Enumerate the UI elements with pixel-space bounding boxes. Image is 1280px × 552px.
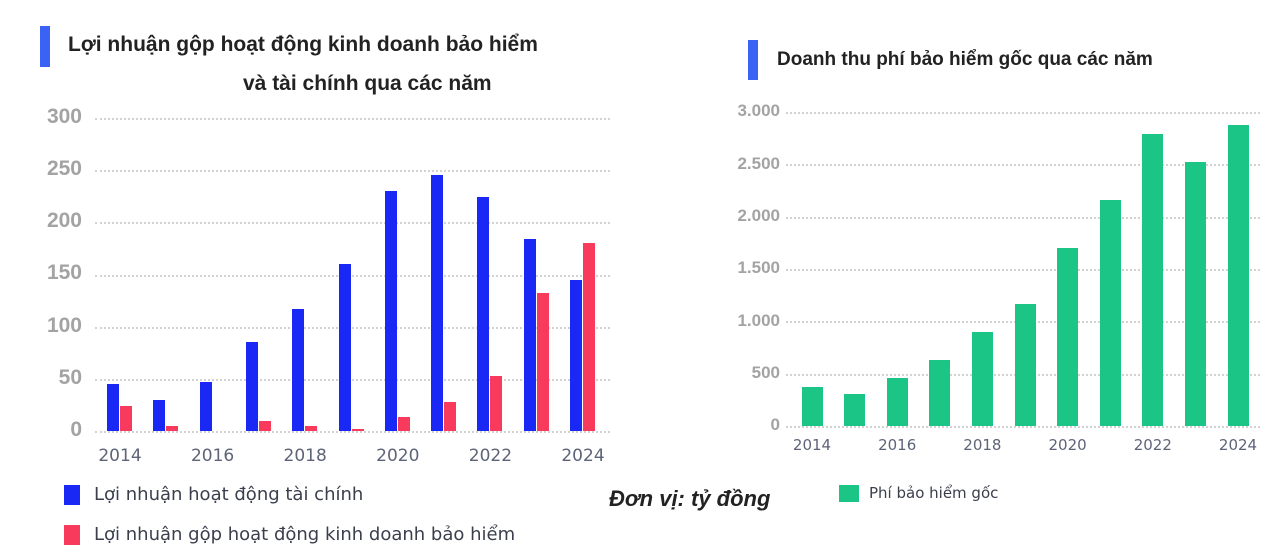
y-tick-label: 2.500 — [737, 153, 780, 173]
bar-2021-s1[interactable] — [1099, 199, 1121, 426]
bar-2018-s1[interactable] — [971, 331, 993, 426]
x-tick-label: 2020 — [376, 446, 420, 466]
bar-2017-s1[interactable] — [245, 342, 258, 431]
bar-2021-s2[interactable] — [444, 401, 457, 431]
y-tick-label: 3.000 — [737, 101, 780, 121]
y-tick-label: 150 — [46, 261, 82, 285]
bar-2023-s2[interactable] — [536, 293, 549, 431]
x-tick-label: 2016 — [878, 436, 917, 454]
y-tick-label: 1.000 — [737, 310, 780, 330]
bar-2020-s1[interactable] — [384, 191, 397, 431]
y-tick-label: 1.500 — [737, 258, 780, 278]
bar-2019-s1[interactable] — [338, 264, 351, 431]
gridline — [95, 118, 610, 120]
legend-label: Lợi nhuận hoạt động tài chính — [94, 484, 364, 505]
bar-2016-s1[interactable] — [886, 378, 908, 426]
right-plot-area — [786, 112, 1260, 426]
bar-2019-s1[interactable] — [1014, 303, 1036, 426]
bar-2014-s2[interactable] — [120, 405, 132, 431]
right-chart-title: Doanh thu phí bảo hiểm gốc qua các năm — [777, 49, 1153, 70]
gridline — [95, 378, 610, 381]
bar-2019-s2[interactable] — [351, 428, 364, 431]
bar-2022-s1[interactable] — [1142, 133, 1164, 426]
unit-label: Đơn vị: tỷ đồng — [609, 486, 771, 511]
x-tick-label: 2024 — [1218, 436, 1258, 454]
y-tick-label: 50 — [58, 365, 82, 389]
bar-2024-s1[interactable] — [1227, 125, 1249, 426]
legend-swatch-green — [839, 484, 859, 502]
bar-2016-s1[interactable] — [199, 381, 212, 431]
gridline — [786, 426, 1260, 428]
bar-2021-s1[interactable] — [431, 175, 444, 431]
y-tick-label: 300 — [46, 104, 82, 128]
legend-label: Lợi nhuận gộp hoạt động kinh doanh bảo h… — [94, 524, 516, 545]
gridline — [95, 222, 610, 225]
gridline — [95, 170, 610, 173]
gridline — [95, 431, 610, 433]
left-title-accent-bar — [40, 26, 50, 67]
legend-swatch-blue — [64, 484, 80, 505]
left-chart-title-line2: và tài chính qua các năm — [243, 72, 492, 95]
y-tick-label: 2.000 — [737, 206, 780, 226]
x-tick-label: 2016 — [190, 446, 235, 466]
bar-2020-s2[interactable] — [397, 417, 410, 431]
right-title-accent-bar — [748, 40, 758, 80]
bar-2024-s1[interactable] — [570, 279, 582, 431]
x-tick-label: 2014 — [792, 436, 832, 454]
left-plot-area — [96, 118, 610, 431]
bar-2015-s2[interactable] — [166, 425, 179, 431]
y-tick-label: 0 — [770, 415, 780, 435]
x-tick-label: 2022 — [468, 446, 513, 466]
bar-2017-s2[interactable] — [258, 420, 271, 431]
bar-2018-s1[interactable] — [292, 308, 305, 431]
x-tick-label: 2014 — [98, 446, 142, 466]
bar-2022-s1[interactable] — [477, 197, 490, 431]
bar-2014-s1[interactable] — [801, 386, 823, 426]
gridline — [95, 326, 610, 329]
y-tick-label: 200 — [46, 209, 82, 233]
y-tick-label: 100 — [46, 313, 82, 337]
x-tick-label: 2024 — [561, 446, 605, 466]
y-tick-label: 250 — [46, 157, 82, 181]
y-tick-label: 500 — [751, 363, 780, 383]
x-tick-label: 2018 — [283, 446, 327, 466]
x-tick-label: 2020 — [1048, 436, 1087, 454]
gridline — [95, 274, 610, 277]
bar-2023-s1[interactable] — [523, 239, 536, 431]
legend-item-premium[interactable]: Phí bảo hiểm gốc — [839, 484, 998, 502]
bar-2017-s1[interactable] — [929, 360, 951, 426]
gridline — [786, 216, 1260, 219]
legend-item-financial-profit[interactable]: Lợi nhuận hoạt động tài chính — [64, 484, 363, 505]
legend-swatch-red — [64, 524, 80, 545]
gridline — [786, 164, 1260, 167]
legend-label: Phí bảo hiểm gốc — [869, 484, 999, 502]
x-tick-label: 2022 — [1133, 436, 1172, 454]
bar-2018-s2[interactable] — [305, 425, 318, 431]
x-tick-label: 2018 — [963, 436, 1002, 454]
bar-2024-s2[interactable] — [583, 243, 595, 431]
left-chart-title-line1: Lợi nhuận gộp hoạt động kinh doanh bảo h… — [68, 33, 538, 56]
gridline — [786, 269, 1260, 271]
legend-item-insurance-profit[interactable]: Lợi nhuận gộp hoạt động kinh doanh bảo h… — [64, 524, 515, 545]
gridline — [786, 112, 1260, 114]
bar-2015-s1[interactable] — [844, 393, 866, 426]
y-tick-label: 0 — [70, 417, 82, 441]
bar-2023-s1[interactable] — [1184, 161, 1206, 426]
bar-2022-s2[interactable] — [490, 375, 503, 431]
bar-2020-s1[interactable] — [1057, 248, 1079, 426]
bar-2015-s1[interactable] — [153, 399, 166, 431]
bar-2014-s1[interactable] — [107, 384, 119, 431]
